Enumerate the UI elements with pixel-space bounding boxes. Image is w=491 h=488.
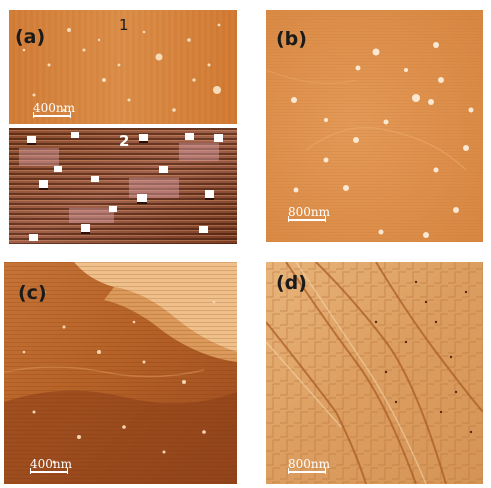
panel-b-image: (b) 800nm <box>266 10 483 242</box>
scale-bar-d: 800nm <box>288 457 331 474</box>
scale-bar-b-text: 800nm <box>288 205 331 219</box>
scale-bar-a: 400nm <box>33 101 76 118</box>
panel-d-label: (d) <box>276 272 307 294</box>
scale-bar-d-text: 800nm <box>288 457 331 471</box>
scale-bar-c-text: 400nm <box>30 457 73 471</box>
scale-bar-c-line <box>30 468 68 474</box>
afm-image-c <box>4 262 237 484</box>
region-1-label: 1 <box>119 16 129 34</box>
scale-bar-b-line <box>288 216 326 222</box>
scale-bar-b: 800nm <box>288 205 331 222</box>
panel-c-image: (c) 400nm <box>4 262 237 484</box>
panel-a-top-image: (a) 1 400nm <box>9 10 237 124</box>
panel-c-label: (c) <box>18 282 47 304</box>
scale-bar-d-line <box>288 468 326 474</box>
afm-image-a1 <box>9 10 237 124</box>
scale-bar-a-line <box>33 112 71 118</box>
afm-image-b <box>266 10 483 242</box>
panel-a-label: (a) <box>15 26 46 48</box>
afm-image-d <box>266 262 483 484</box>
afm-image-a2 <box>9 128 237 244</box>
panel-d-image: (d) 800nm <box>266 262 483 484</box>
panel-a-bottom-image: 2 <box>9 128 237 244</box>
scale-bar-a-text: 400nm <box>33 101 76 115</box>
panel-b-label: (b) <box>276 28 307 50</box>
region-2-label: 2 <box>119 132 130 150</box>
scale-bar-c: 400nm <box>30 457 73 474</box>
